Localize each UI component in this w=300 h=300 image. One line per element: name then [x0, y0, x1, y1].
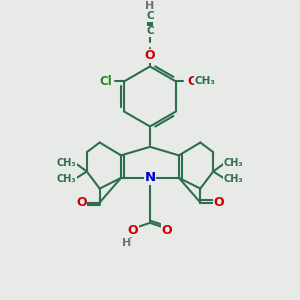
Text: H: H — [146, 2, 154, 11]
Text: O: O — [188, 75, 198, 88]
Text: CH₃: CH₃ — [57, 158, 76, 168]
Text: C: C — [146, 11, 154, 21]
Text: CH₃: CH₃ — [57, 174, 76, 184]
Text: H: H — [122, 238, 131, 248]
Text: O: O — [145, 49, 155, 62]
Text: CH₃: CH₃ — [194, 76, 215, 86]
Text: O: O — [128, 224, 138, 237]
Text: N: N — [144, 171, 156, 184]
Text: O: O — [213, 196, 224, 209]
Text: O: O — [76, 196, 87, 209]
Text: O: O — [162, 224, 172, 237]
Text: CH₃: CH₃ — [224, 174, 243, 184]
Text: C: C — [146, 26, 154, 36]
Text: CH₃: CH₃ — [224, 158, 243, 168]
Text: Cl: Cl — [99, 75, 112, 88]
